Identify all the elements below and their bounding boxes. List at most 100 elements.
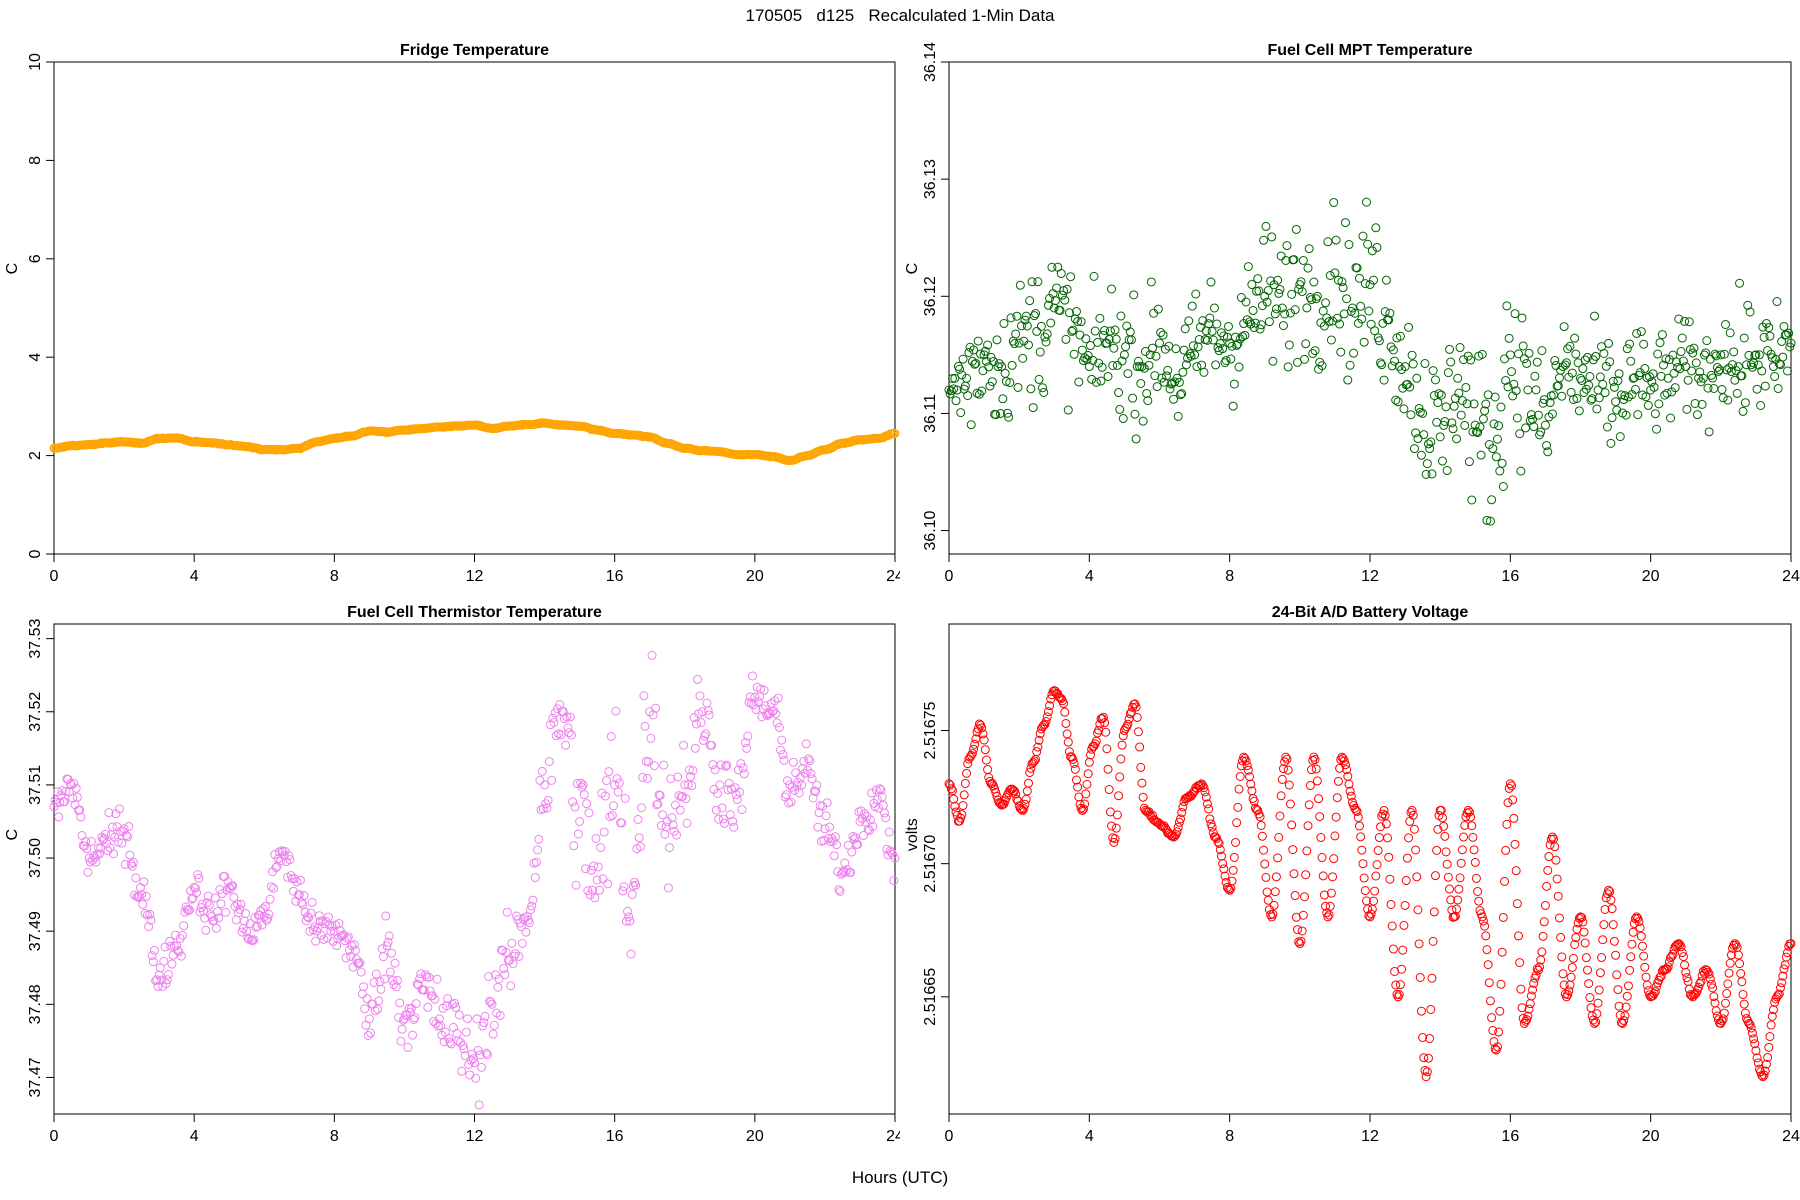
data-point bbox=[1372, 860, 1382, 870]
data-point bbox=[1259, 235, 1269, 245]
data-point bbox=[1025, 768, 1035, 778]
data-point bbox=[1255, 324, 1265, 334]
data-point bbox=[821, 811, 831, 821]
data-point bbox=[1114, 791, 1124, 801]
data-point bbox=[1538, 398, 1548, 408]
data-point bbox=[1681, 967, 1691, 977]
data-point bbox=[1750, 1039, 1760, 1049]
data-point bbox=[1779, 321, 1789, 331]
data-point bbox=[306, 908, 316, 918]
data-point bbox=[121, 830, 131, 840]
data-point bbox=[488, 1029, 498, 1039]
data-point bbox=[811, 787, 821, 797]
data-point bbox=[1367, 904, 1377, 914]
data-point bbox=[495, 1010, 505, 1020]
data-point bbox=[138, 899, 148, 909]
data-point bbox=[1305, 292, 1315, 302]
data-point bbox=[812, 780, 822, 790]
data-point bbox=[1069, 349, 1079, 359]
data-point bbox=[1586, 395, 1596, 405]
data-point bbox=[608, 801, 618, 811]
data-point bbox=[309, 922, 319, 932]
data-point bbox=[1032, 747, 1042, 757]
data-point bbox=[1046, 318, 1056, 328]
data-point bbox=[61, 786, 71, 796]
data-point bbox=[985, 381, 995, 391]
data-point bbox=[450, 998, 460, 1008]
data-point bbox=[1425, 1033, 1435, 1043]
data-point bbox=[1236, 293, 1246, 303]
data-point bbox=[1285, 308, 1295, 318]
data-point bbox=[1394, 990, 1404, 1000]
data-point bbox=[1677, 948, 1687, 958]
data-point bbox=[528, 895, 538, 905]
data-point bbox=[1291, 224, 1301, 234]
data-point bbox=[350, 945, 360, 955]
data-point bbox=[1768, 1005, 1778, 1015]
data-point bbox=[840, 858, 850, 868]
data-point bbox=[1580, 938, 1590, 948]
data-point bbox=[1730, 375, 1740, 385]
data-point bbox=[759, 685, 769, 695]
data-point bbox=[1205, 814, 1215, 824]
data-point bbox=[345, 945, 355, 955]
data-point bbox=[646, 733, 656, 743]
data-point bbox=[161, 979, 171, 989]
data-point bbox=[482, 1050, 492, 1060]
data-point bbox=[946, 784, 956, 794]
data-point bbox=[598, 874, 608, 884]
data-point bbox=[1233, 339, 1243, 349]
data-point bbox=[1766, 1020, 1776, 1030]
data-point bbox=[1302, 303, 1312, 313]
data-point bbox=[708, 760, 718, 770]
data-point bbox=[1576, 373, 1585, 383]
data-point bbox=[723, 785, 733, 795]
data-point bbox=[1354, 273, 1364, 283]
data-point bbox=[992, 791, 1002, 801]
data-point bbox=[1118, 414, 1128, 424]
data-point bbox=[363, 1030, 373, 1040]
data-point bbox=[958, 801, 968, 811]
data-point bbox=[745, 692, 755, 702]
data-point bbox=[1539, 395, 1549, 405]
data-point bbox=[408, 1030, 418, 1040]
y-tick-label: 2 bbox=[27, 451, 44, 460]
data-point bbox=[1255, 812, 1265, 822]
data-point bbox=[1133, 356, 1143, 366]
data-point bbox=[1356, 832, 1366, 842]
y-axis-label: C bbox=[4, 829, 21, 841]
x-axis-label: Hours (UTC) bbox=[851, 1168, 949, 1187]
data-point bbox=[1723, 395, 1733, 405]
data-point bbox=[1330, 831, 1340, 841]
data-point bbox=[1467, 821, 1477, 831]
data-point bbox=[1109, 837, 1119, 847]
data-point bbox=[249, 935, 259, 945]
data-point bbox=[590, 893, 600, 903]
data-point bbox=[1460, 420, 1470, 430]
data-point bbox=[1717, 385, 1727, 395]
data-point bbox=[1176, 814, 1186, 824]
data-point bbox=[1111, 334, 1121, 344]
data-point bbox=[1572, 393, 1582, 403]
plot-frame bbox=[53, 623, 896, 1115]
data-point bbox=[1408, 810, 1418, 820]
data-point bbox=[781, 790, 791, 800]
data-point bbox=[1747, 1028, 1757, 1038]
data-point bbox=[237, 927, 247, 937]
data-point bbox=[68, 793, 78, 803]
data-point bbox=[1177, 389, 1187, 399]
data-point bbox=[1699, 968, 1709, 978]
data-point bbox=[1502, 301, 1512, 311]
data-point bbox=[969, 345, 979, 355]
data-point bbox=[1639, 339, 1649, 349]
data-point bbox=[551, 731, 561, 741]
data-point bbox=[973, 724, 983, 734]
data-point bbox=[1419, 1053, 1429, 1063]
data-point bbox=[1621, 410, 1631, 420]
data-point bbox=[459, 1044, 469, 1054]
data-point bbox=[1587, 394, 1597, 404]
data-point bbox=[1107, 284, 1117, 294]
data-point bbox=[1524, 1004, 1534, 1014]
